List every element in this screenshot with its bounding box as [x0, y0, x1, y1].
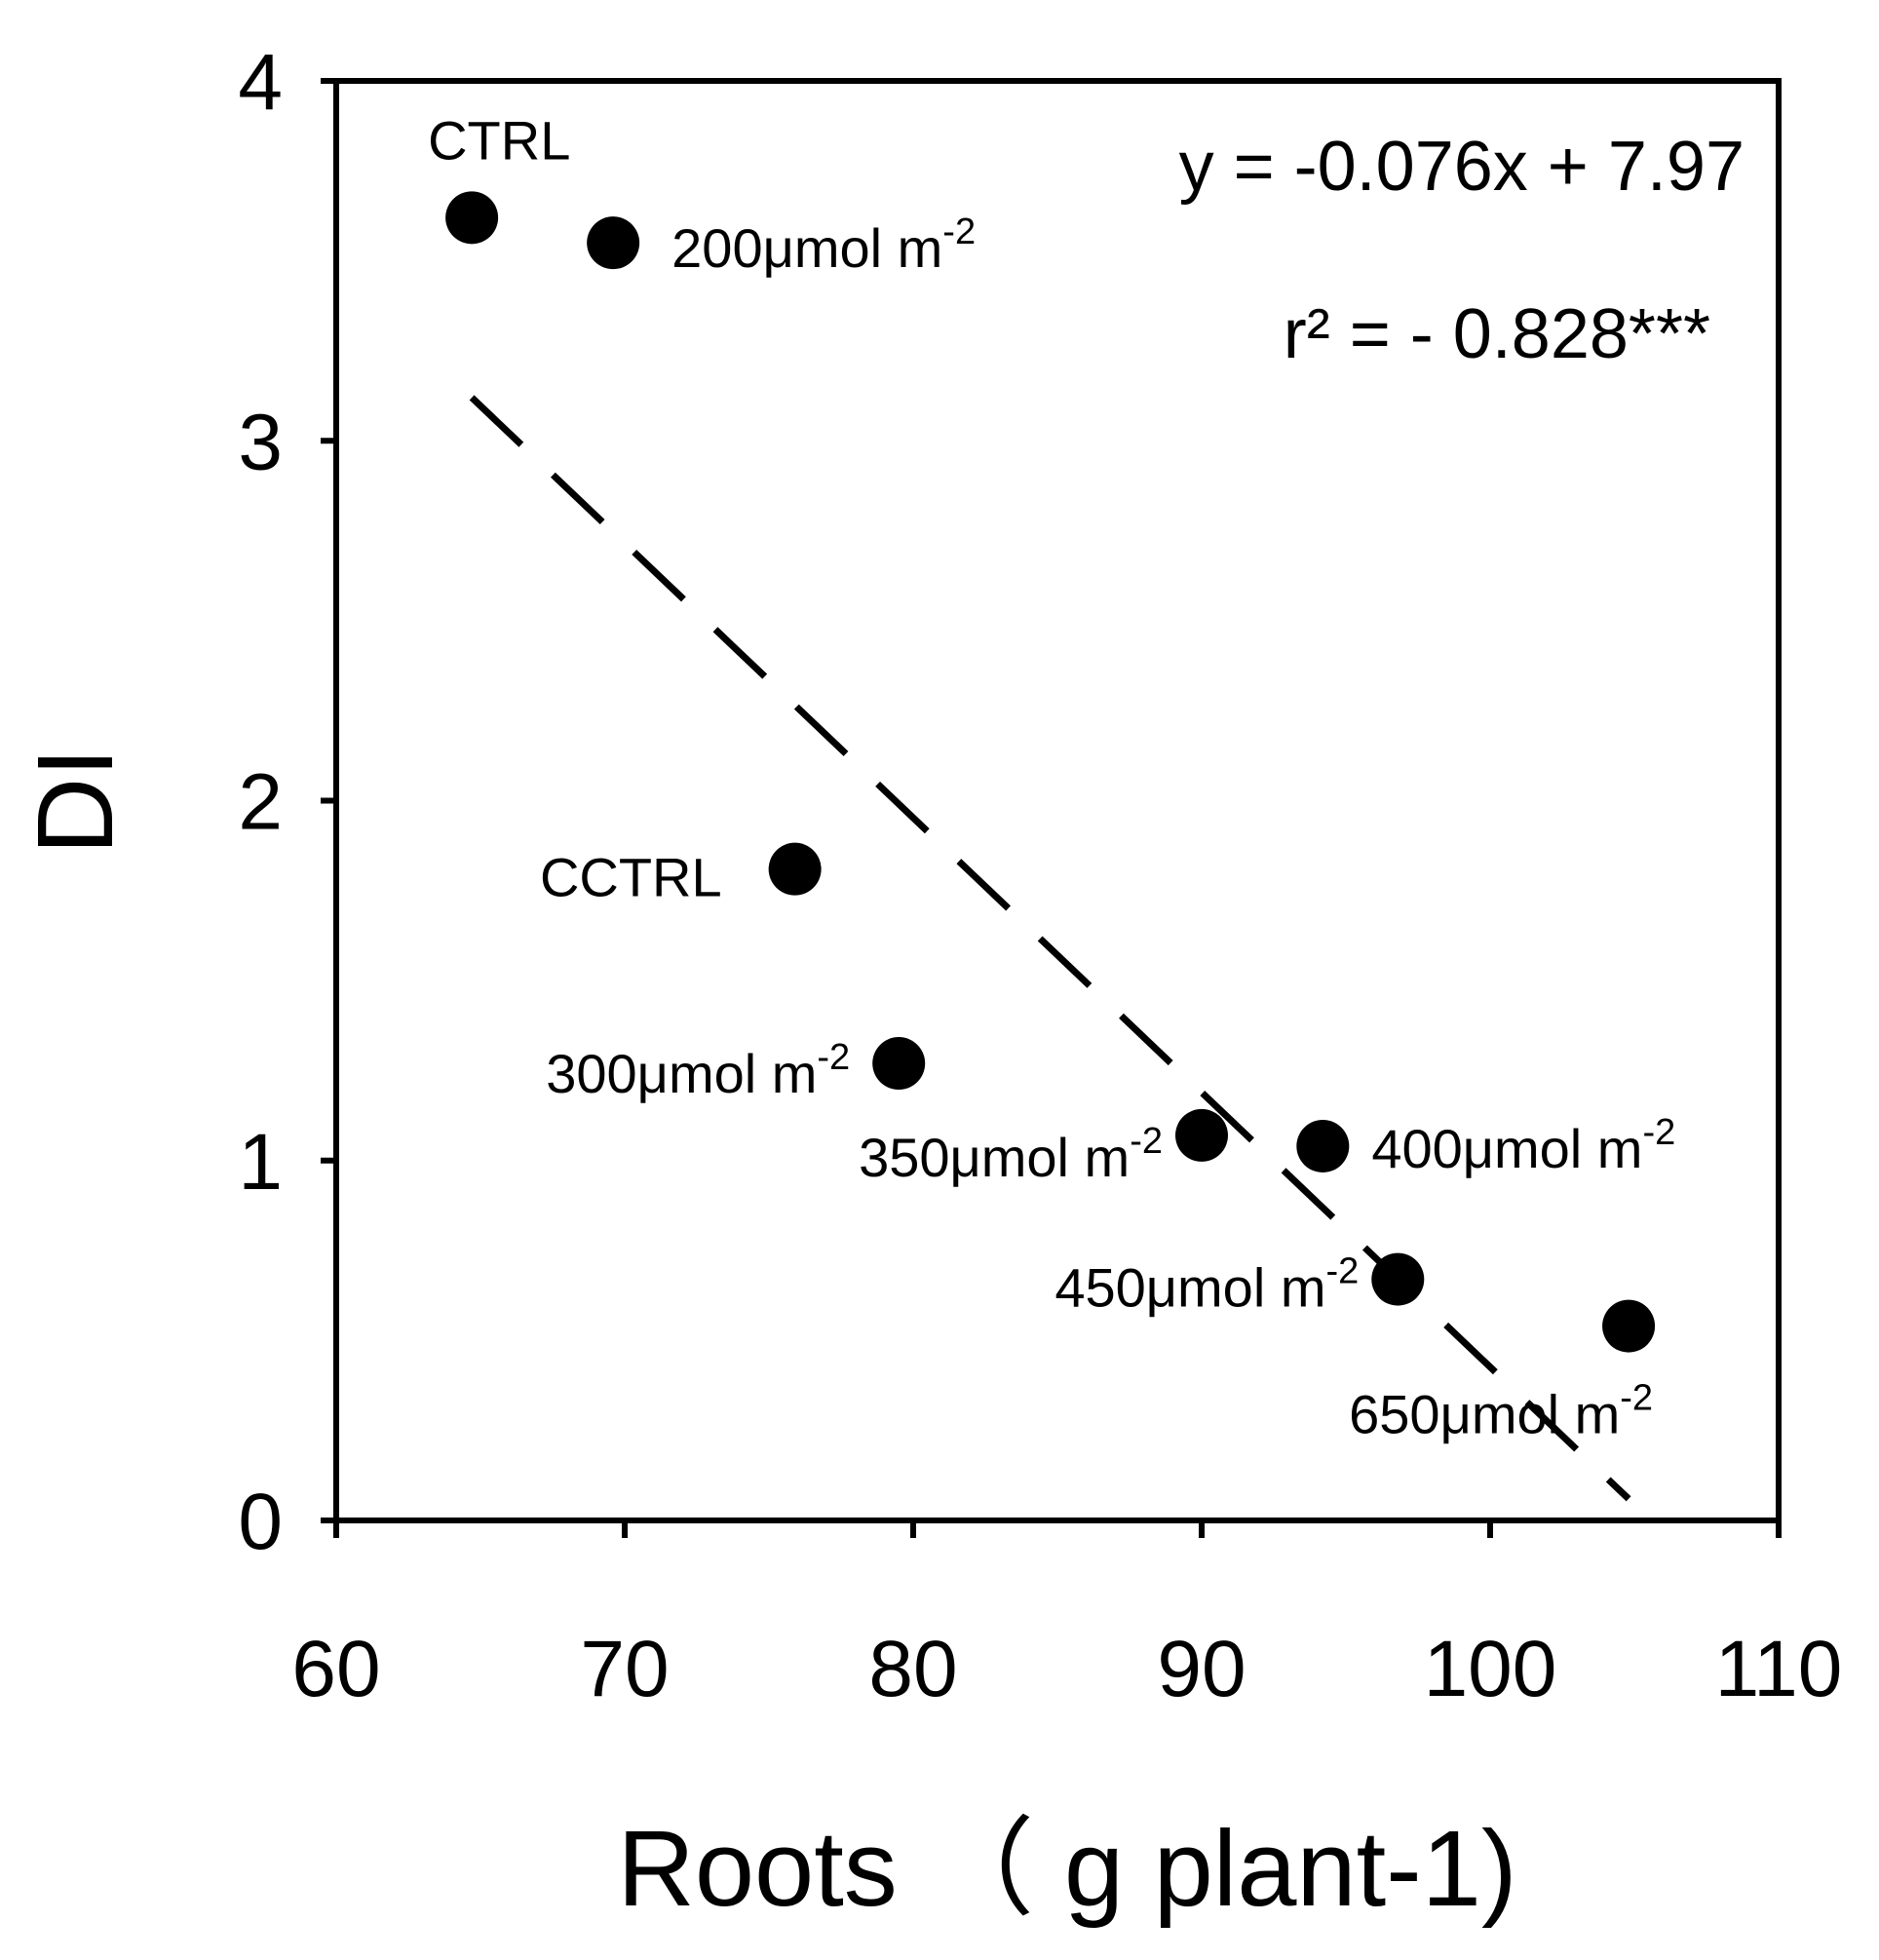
x-axis-ticks: 60 70 80 90 100 110 — [291, 1520, 1842, 1713]
data-point-label: 300μmol m-2 — [546, 1037, 850, 1104]
y-tick-label: 1 — [238, 1118, 283, 1207]
y-tick-label: 2 — [238, 758, 283, 847]
data-point-label: 200μmol m-2 — [671, 211, 976, 279]
data-point-label: 400μmol m-2 — [1371, 1112, 1675, 1179]
y-axis-title: DI — [16, 748, 135, 855]
data-point — [1371, 1252, 1425, 1306]
data-point — [587, 216, 640, 270]
data-point-label: 450μmol m-2 — [1055, 1251, 1359, 1319]
equation-annotation: y = -0.076x + 7.97 — [1179, 128, 1745, 206]
y-tick-label: 3 — [238, 398, 283, 486]
x-tick-label: 60 — [291, 1625, 380, 1713]
y-axis-ticks: 0 1 2 3 4 — [238, 38, 336, 1566]
x-tick-label: 100 — [1424, 1625, 1557, 1713]
data-point — [872, 1037, 926, 1091]
data-point — [1602, 1299, 1656, 1353]
data-point — [445, 191, 499, 245]
trendline — [469, 395, 1631, 1502]
data-point — [1175, 1108, 1228, 1162]
y-tick-label: 4 — [238, 38, 283, 127]
data-point-label: CCTRL — [540, 847, 722, 908]
data-point-label: CTRL — [428, 109, 570, 171]
data-point-label: 350μmol m-2 — [859, 1121, 1163, 1188]
x-axis-title: Roots （ g plant-1) — [617, 1809, 1516, 1929]
data-point-label: 650μmol m-2 — [1349, 1378, 1653, 1445]
data-point — [1296, 1119, 1350, 1172]
x-tick-label: 80 — [868, 1625, 957, 1713]
r-squared-annotation: r² = - 0.828*** — [1284, 295, 1710, 373]
x-tick-label: 90 — [1157, 1625, 1246, 1713]
x-tick-label: 110 — [1715, 1625, 1843, 1713]
x-tick-label: 70 — [580, 1625, 669, 1713]
y-tick-label: 0 — [238, 1478, 283, 1566]
data-point — [768, 842, 822, 896]
